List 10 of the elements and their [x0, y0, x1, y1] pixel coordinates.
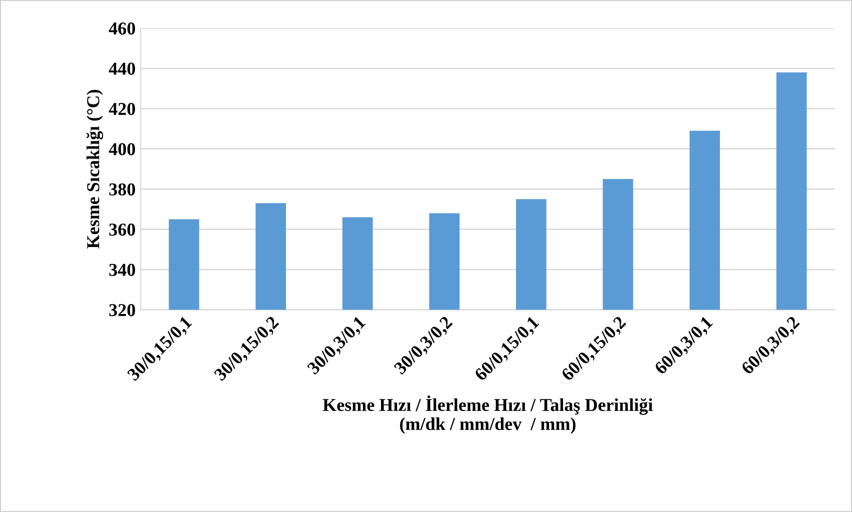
- y-tick-label: 440: [108, 62, 136, 75]
- y-tick-label: 320: [109, 304, 136, 316]
- y-tick-label: 420: [108, 102, 136, 116]
- y-tick-label: 360: [109, 224, 136, 236]
- y-tick-label: 400: [108, 143, 136, 156]
- x-axis-title: Kesme Hızı / İlerleme Hızı / Talaş Derinliği (m/dk / mm/dev / mm): [322, 395, 653, 434]
- y-axis-title: Kesme Sıcaklığı (°C): [86, 90, 104, 248]
- y-tick-label: 460: [108, 22, 136, 35]
- y-tick-label: 380: [109, 183, 136, 196]
- y-tick-label: 340: [109, 264, 136, 276]
